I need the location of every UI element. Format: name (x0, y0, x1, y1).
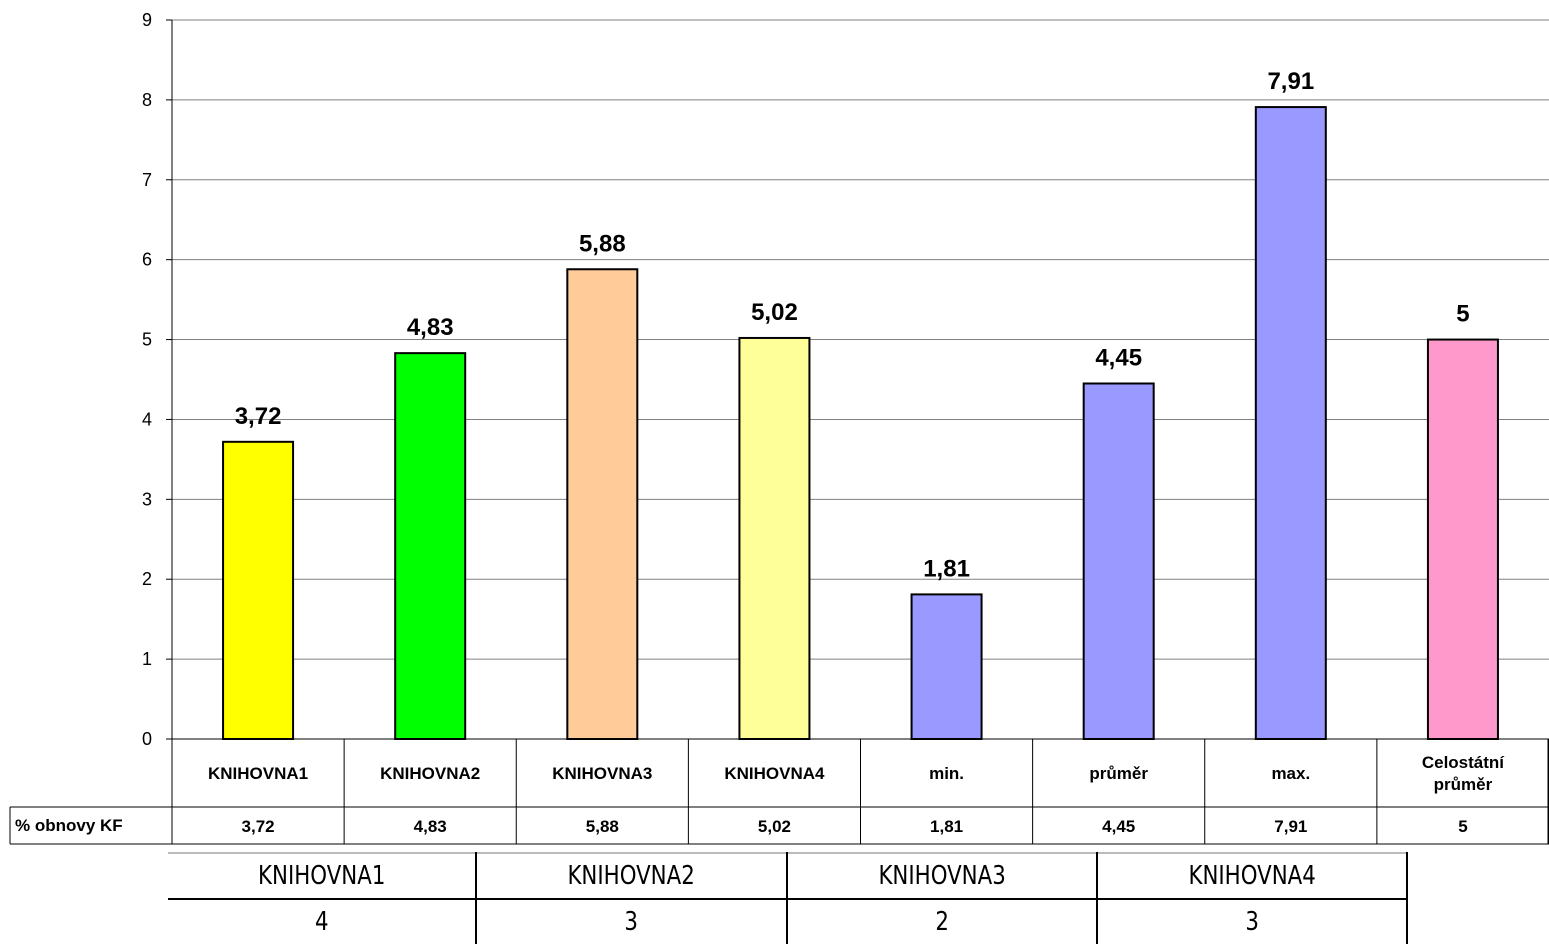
rank-table: KNIHOVNA1 KNIHOVNA2 KNIHOVNA3 KNIHOVNA4 … (168, 852, 1408, 944)
rank-table-value: 4 (195, 899, 450, 944)
table-row-label: % obnovy KF (15, 816, 123, 835)
rank-table-header: KNIHOVNA2 (503, 852, 760, 900)
table-value-cell: 1,81 (930, 817, 963, 836)
bar-value-label: 7,91 (1267, 68, 1314, 95)
bar (394, 352, 467, 740)
table-value-cell: 5 (1458, 817, 1467, 836)
y-tick-label: 9 (142, 10, 152, 30)
y-tick-label: 2 (142, 569, 152, 589)
y-tick-label: 0 (142, 729, 152, 749)
y-tick-label: 3 (142, 489, 152, 509)
bar (1426, 338, 1499, 740)
x-category-label: KNIHOVNA1 (208, 764, 308, 783)
y-tick-label: 7 (142, 170, 152, 190)
table-value-cell: 3,72 (242, 817, 275, 836)
bar-value-label: 3,72 (235, 403, 282, 430)
y-tick-label: 6 (142, 250, 152, 270)
rank-table-header: KNIHOVNA1 (195, 852, 450, 900)
bar-value-label: 4,83 (407, 314, 454, 341)
table-value-cell: 5,88 (586, 817, 619, 836)
x-category-label: průměr (1434, 775, 1493, 794)
bar (1082, 382, 1155, 740)
table-value-cell: 4,83 (414, 817, 447, 836)
rank-table-value: 3 (1123, 899, 1380, 944)
rank-table-header: KNIHOVNA3 (813, 852, 1070, 900)
table-value-cell: 5,02 (758, 817, 791, 836)
x-category-label: KNIHOVNA4 (724, 764, 825, 783)
y-tick-label: 4 (142, 409, 152, 429)
x-category-label: Celostátní (1422, 753, 1505, 772)
x-category-label: max. (1271, 764, 1310, 783)
bar-value-label: 4,45 (1095, 344, 1142, 371)
x-category-label: průměr (1089, 764, 1148, 783)
bar-chart: 0 1 2 3 4 5 6 7 8 9 3,72 4,83 5,88 5,02 1,81 4,45 7,91 5%… (9, 10, 1549, 845)
rank-table-header-row: KNIHOVNA1 KNIHOVNA2 KNIHOVNA3 KNIHOVNA4 (168, 852, 1407, 900)
rank-table-value: 2 (813, 899, 1070, 944)
rank-table-header: KNIHOVNA4 (1123, 852, 1380, 900)
y-tick-label: 5 (142, 330, 152, 350)
x-category-label: min. (929, 764, 964, 783)
x-category-label: KNIHOVNA2 (380, 764, 480, 783)
rank-table-value: 3 (503, 899, 760, 944)
y-tick-label: 8 (142, 90, 152, 110)
x-category-label: KNIHOVNA3 (552, 764, 652, 783)
bar (910, 593, 983, 741)
bar-value-label: 5,88 (579, 230, 626, 257)
bar (738, 336, 811, 740)
table-value-cell: 7,91 (1274, 817, 1307, 836)
table-value-cell: 4,45 (1102, 817, 1135, 836)
y-tick-label: 1 (142, 649, 152, 669)
bar-value-label: 1,81 (923, 555, 970, 582)
bar (566, 268, 639, 740)
bar-value-label: 5,02 (751, 299, 798, 326)
bar (222, 440, 295, 740)
bar-value-label: 5 (1456, 301, 1469, 328)
bar (1254, 106, 1327, 740)
rank-table-value-row: 4 3 2 3 (168, 899, 1407, 944)
